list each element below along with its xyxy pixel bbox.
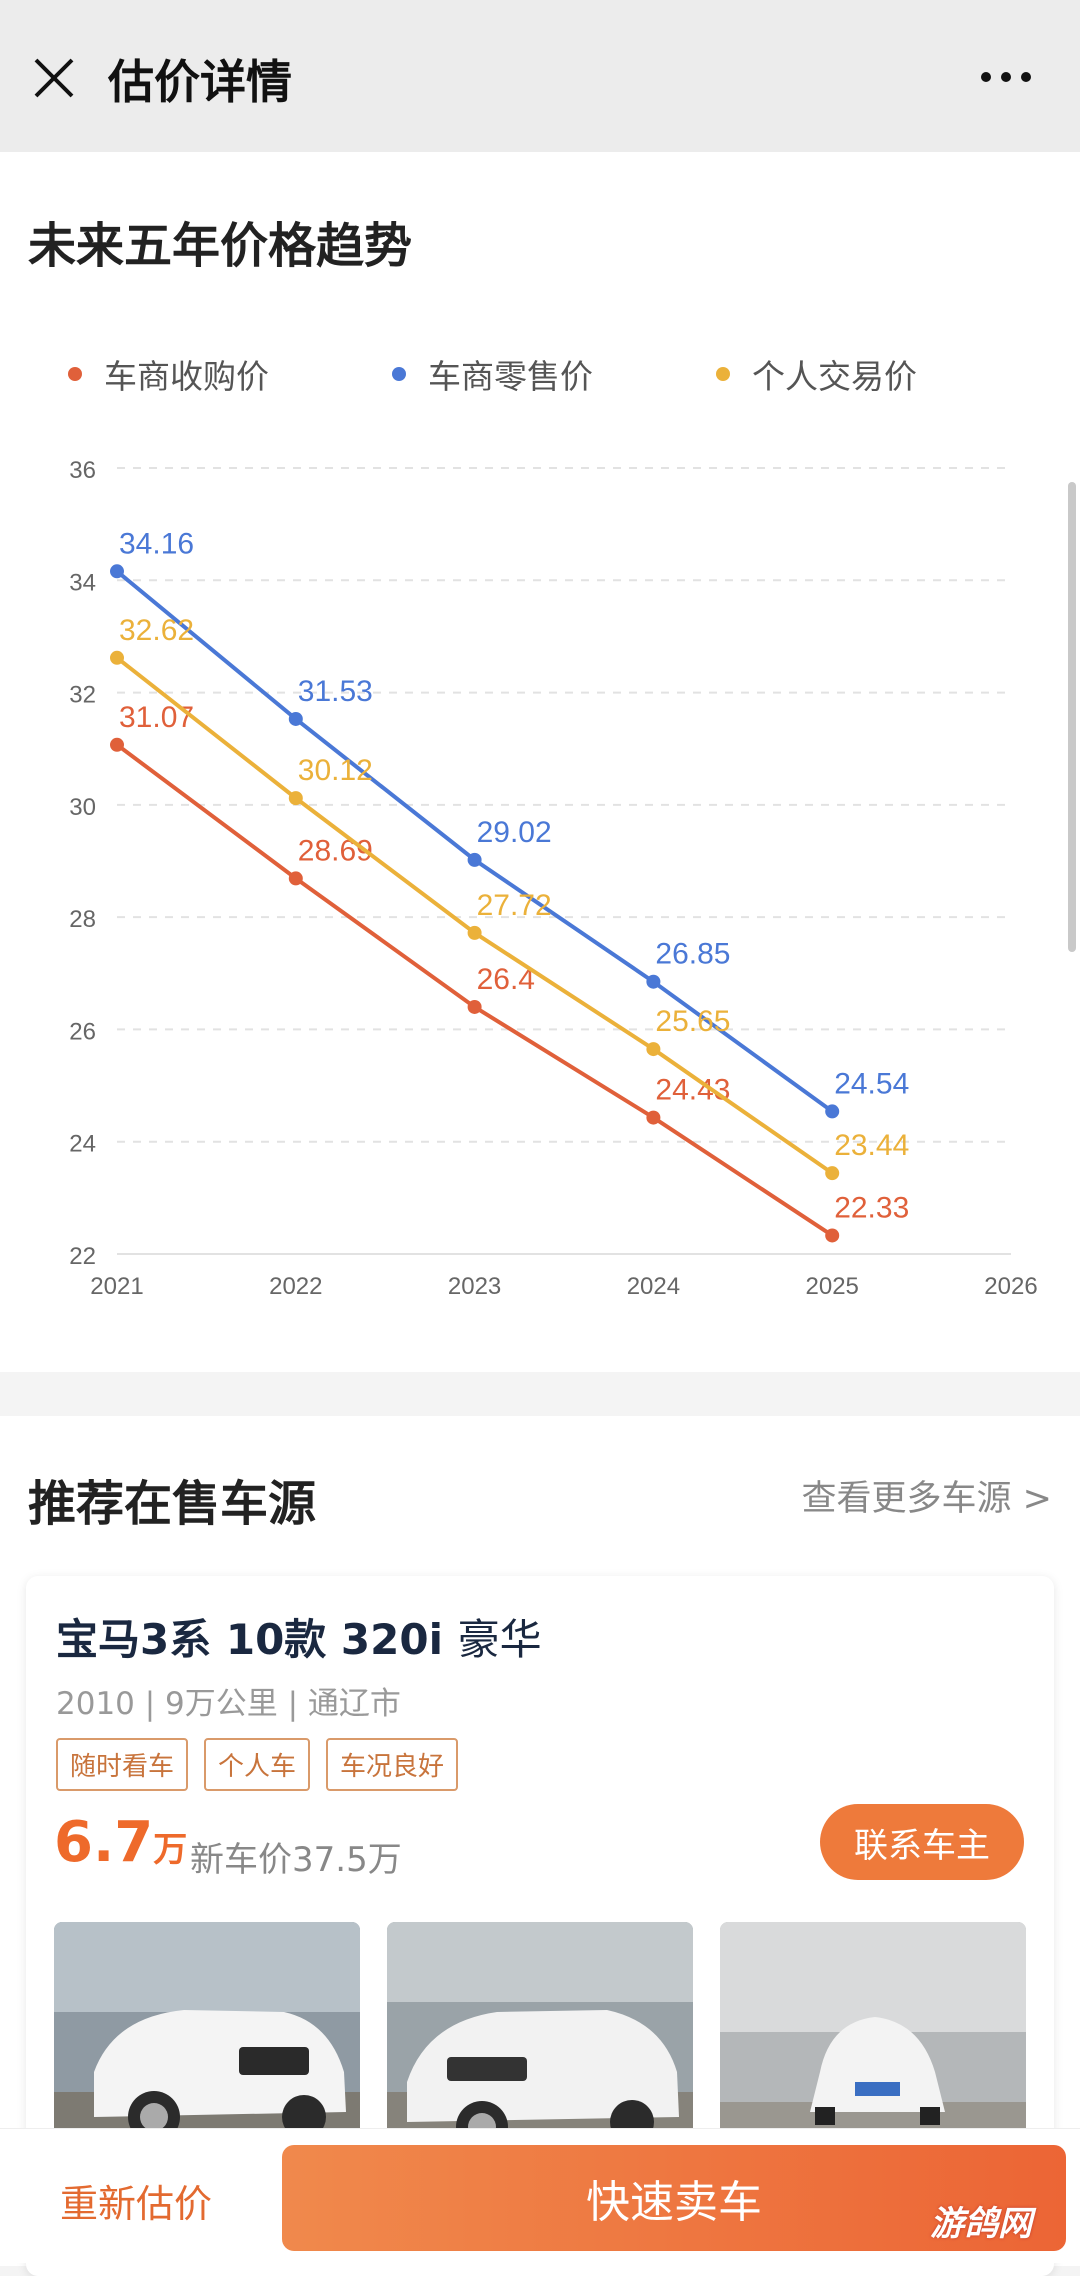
bottom-action-bar: 重新估价 快速卖车 (0, 2128, 1080, 2263)
data-point (467, 852, 482, 867)
y-tick-label: 24 (69, 1131, 96, 1158)
trend-section-title: 未来五年价格趋势 (28, 218, 413, 274)
legend-item-retail: 车商零售价 (392, 350, 593, 398)
data-label: 22.33 (834, 1191, 909, 1224)
data-point (646, 974, 661, 989)
data-point (467, 925, 482, 940)
recommend-section-title: 推荐在售车源 (28, 1476, 317, 1532)
data-point (825, 1166, 840, 1181)
scrollbar[interactable] (1068, 482, 1076, 952)
data-label: 27.72 (477, 889, 552, 922)
data-label: 24.54 (834, 1067, 909, 1100)
legend-label: 车商零售价 (428, 357, 593, 396)
data-label: 31.07 (119, 701, 194, 734)
data-label: 34.16 (119, 527, 194, 560)
x-tick-label: 2021 (90, 1273, 143, 1300)
data-label: 31.53 (298, 675, 373, 708)
data-point (110, 564, 124, 579)
more-options-icon[interactable] (978, 62, 1034, 92)
data-label: 24.43 (655, 1074, 730, 1107)
x-tick-label: 2023 (448, 1273, 501, 1300)
more-listings-link[interactable]: 查看更多车源 > (801, 1479, 1052, 1519)
price: 6.7万 (54, 1810, 187, 1875)
tag-list: 随时看车 个人车 车况良好 (56, 1738, 459, 1791)
price-unit: 万 (153, 1830, 188, 1870)
price-trend-card (0, 152, 1080, 1372)
data-label: 26.85 (655, 938, 730, 971)
series-line (115, 743, 834, 1238)
y-tick-label: 26 (69, 1018, 96, 1045)
y-tick-label: 22 (69, 1243, 96, 1270)
data-point (288, 791, 303, 806)
y-tick-label: 28 (69, 906, 96, 933)
data-point (288, 711, 303, 726)
y-tick-label: 36 (69, 457, 96, 484)
tag: 个人车 (204, 1738, 311, 1791)
car-title: 宝马3系 10款 320i 豪华 (56, 1606, 542, 1667)
quick-sell-button[interactable]: 快速卖车 (282, 2145, 1066, 2251)
data-point (467, 999, 482, 1014)
data-point (646, 1110, 661, 1125)
legend-label: 个人交易价 (752, 357, 917, 396)
legend-dot (716, 367, 730, 381)
tag: 车况良好 (326, 1738, 459, 1791)
re-estimate-button[interactable]: 重新估价 (60, 2173, 212, 2228)
new-car-price: 新车价37.5万 (190, 1840, 402, 1880)
y-tick-label: 32 (69, 682, 96, 709)
data-label: 29.02 (477, 816, 552, 849)
y-tick-label: 30 (69, 794, 96, 821)
x-tick-label: 2026 (984, 1273, 1037, 1300)
data-label: 30.12 (298, 754, 373, 787)
y-tick-label: 34 (69, 569, 96, 596)
x-tick-label: 2024 (627, 1273, 680, 1300)
car-model: 10款 320i (211, 1615, 458, 1664)
legend-item-personal: 个人交易价 (716, 350, 917, 398)
legend-dot (68, 367, 82, 381)
data-point (288, 871, 303, 886)
data-label: 28.69 (298, 834, 373, 867)
car-meta: 2010 | 9万公里 | 通辽市 (56, 1686, 401, 1722)
contact-owner-button[interactable]: 联系车主 (820, 1804, 1024, 1880)
x-tick-label: 2025 (806, 1273, 859, 1300)
close-icon[interactable] (30, 48, 78, 108)
data-point (825, 1228, 840, 1243)
car-trim: 豪华 (457, 1615, 542, 1664)
data-point (646, 1042, 661, 1057)
x-tick-label: 2022 (269, 1273, 322, 1300)
data-label: 23.44 (834, 1129, 909, 1162)
price-value: 6.7 (54, 1810, 154, 1875)
tag: 随时看车 (56, 1738, 189, 1791)
legend-item-purchase: 车商收购价 (68, 350, 269, 398)
data-label: 25.65 (655, 1005, 730, 1038)
watermark-logo: 游鸽网 (930, 2204, 1032, 2244)
data-point (110, 737, 124, 752)
car-brand: 宝马3系 (56, 1615, 212, 1664)
page-title: 估价详情 (108, 55, 292, 109)
data-point (825, 1104, 840, 1119)
top-bar: 估价详情 (0, 0, 1080, 152)
legend-label: 车商收购价 (104, 357, 269, 396)
data-label: 32.62 (119, 614, 194, 647)
legend-dot (392, 367, 406, 381)
data-point (110, 650, 124, 665)
price-trend-chart: 22 24 26 28 30 32 34 36 2021 2022 2023 2024 2025 2026… (69, 457, 1037, 1300)
data-label: 26.4 (477, 963, 535, 996)
